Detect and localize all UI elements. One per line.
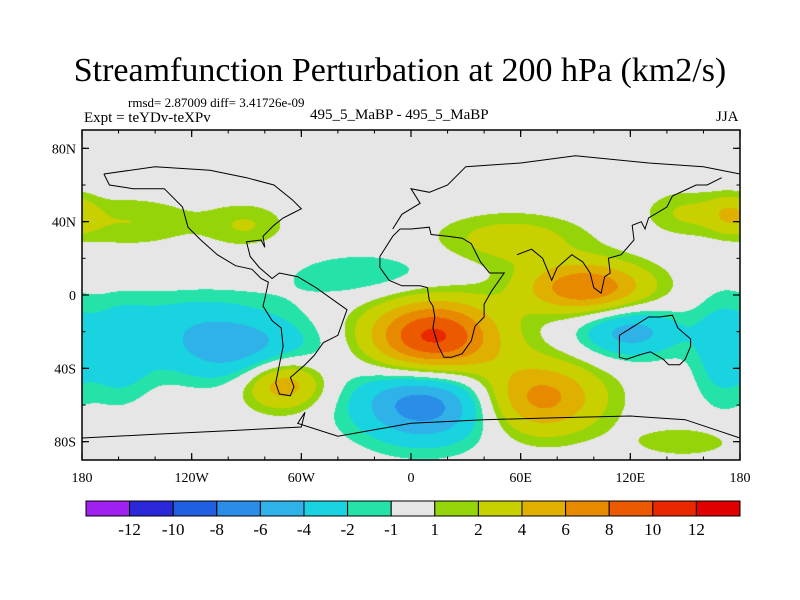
colorbar-label: 4: [518, 520, 527, 539]
colorbar-label: -2: [341, 520, 355, 539]
x-tick-label: 120E: [616, 471, 646, 486]
colorbar-box: [695, 500, 741, 517]
colorbar-label: -10: [162, 520, 185, 539]
colorbar-label: 6: [561, 520, 570, 539]
coastline-5: [516, 177, 722, 295]
coastline-4: [392, 155, 741, 230]
colorbar-label: -8: [210, 520, 224, 539]
colorbar-label: -12: [118, 520, 141, 539]
colorbar-box: [347, 500, 392, 517]
season-label: JJA: [716, 109, 739, 125]
colorbar-label: -1: [384, 520, 398, 539]
colorbar-box: [390, 500, 436, 517]
colorbar-box: [477, 500, 523, 517]
colorbar-label: 8: [605, 520, 614, 539]
colorbar-box: [521, 500, 567, 517]
x-tick-label: 120W: [175, 471, 210, 486]
coastline-3: [81, 412, 741, 439]
colorbar-box: [303, 500, 349, 517]
colorbar-box: [608, 500, 654, 517]
y-tick-label: 40S: [54, 362, 76, 377]
x-tick-label: 180: [730, 471, 751, 486]
experiment-label: Expt = teYDv-teXPv: [84, 110, 211, 126]
y-tick-label: 80S: [54, 436, 76, 451]
colorbar-box: [129, 500, 174, 517]
y-tick-label: 0: [69, 289, 76, 304]
colorbar-label: -6: [253, 520, 267, 539]
coastline-1: [379, 226, 506, 358]
case-label: 495_5_MaBP - 495_5_MaBP: [310, 107, 489, 123]
y-tick-label: 40N: [52, 216, 76, 231]
colorbar-box: [172, 500, 218, 517]
colorbar-box: [565, 500, 610, 517]
x-tick-label: 60E: [509, 471, 532, 486]
coastline-2: [618, 314, 692, 366]
x-tick-label: 0: [408, 471, 415, 486]
chart-title: Streamfunction Perturbation at 200 hPa (…: [73, 52, 727, 89]
colorbar-label: 10: [644, 520, 661, 539]
colorbar-box: [85, 500, 131, 517]
y-tick-label: 80N: [52, 142, 76, 157]
colorbar-box: [652, 500, 697, 517]
colorbar-box: [216, 500, 261, 517]
colorbar-label: -4: [297, 520, 312, 539]
stats-text: rmsd= 2.87009 diff= 3.41726e-09: [128, 95, 305, 110]
coastline-0: [103, 166, 348, 397]
x-tick-label: 60W: [288, 471, 316, 486]
colorbar-label: 2: [474, 520, 483, 539]
colorbar-label: 1: [431, 520, 440, 539]
colorbar-label: 12: [688, 520, 705, 539]
x-tick-label: 180: [72, 471, 93, 486]
contour-field: [82, 130, 740, 460]
colorbar-box: [434, 500, 479, 517]
colorbar-box: [259, 500, 305, 517]
